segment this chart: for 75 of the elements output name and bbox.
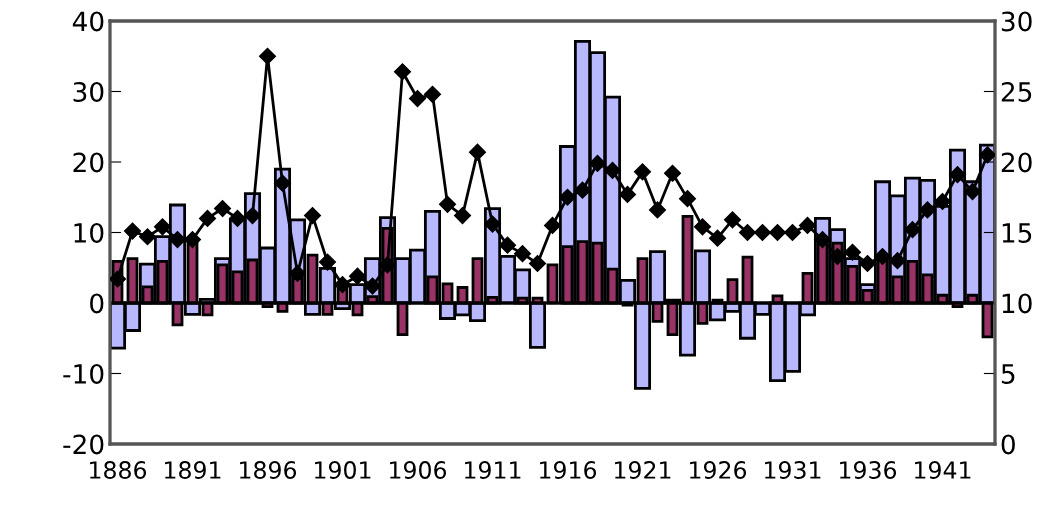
point bbox=[110, 270, 127, 288]
y2-tick-label: 0 bbox=[1001, 434, 1015, 455]
point bbox=[528, 254, 547, 273]
point bbox=[453, 207, 472, 225]
point bbox=[273, 174, 292, 192]
point bbox=[213, 199, 232, 218]
point bbox=[258, 47, 277, 65]
x-tick-label: 1891 bbox=[165, 461, 221, 479]
point bbox=[933, 192, 952, 211]
point bbox=[693, 218, 712, 236]
point bbox=[408, 89, 427, 108]
point bbox=[738, 223, 757, 242]
point bbox=[288, 264, 307, 282]
x-tick-label: 1911 bbox=[465, 461, 521, 479]
y-tick-label: 20 bbox=[73, 152, 104, 173]
point bbox=[498, 236, 517, 254]
point bbox=[333, 276, 352, 294]
point bbox=[813, 230, 832, 249]
x-tick-label: 1916 bbox=[540, 461, 597, 479]
point bbox=[723, 211, 742, 229]
point bbox=[648, 201, 667, 219]
y-tick-label: -20 bbox=[63, 434, 104, 455]
y2-tick-label: 10 bbox=[1002, 293, 1032, 314]
point bbox=[708, 229, 727, 247]
point bbox=[423, 85, 442, 103]
point bbox=[768, 223, 787, 242]
x-tick-label: 1886 bbox=[90, 461, 147, 479]
point bbox=[588, 154, 607, 172]
y-tick-label: 0 bbox=[90, 293, 104, 314]
point bbox=[978, 146, 995, 164]
point bbox=[963, 183, 982, 201]
x-tick-label: 1941 bbox=[915, 461, 971, 479]
y-tick-label: 30 bbox=[73, 81, 104, 102]
point bbox=[153, 218, 172, 236]
x-tick-label: 1936 bbox=[840, 461, 897, 479]
point bbox=[618, 185, 637, 203]
point bbox=[468, 143, 487, 161]
point bbox=[603, 161, 622, 180]
x-tick-label: 1921 bbox=[615, 461, 671, 479]
point bbox=[573, 181, 592, 199]
y2-tick-label: 15 bbox=[1002, 223, 1032, 243]
point bbox=[483, 215, 502, 233]
point bbox=[393, 63, 412, 81]
point bbox=[798, 216, 817, 235]
point bbox=[558, 188, 577, 206]
y-tick-label: 10 bbox=[74, 222, 104, 243]
point bbox=[873, 247, 892, 266]
y2-tick-label: 5 bbox=[1001, 364, 1015, 384]
point bbox=[948, 166, 967, 184]
point bbox=[348, 267, 367, 285]
point bbox=[198, 209, 217, 227]
x-tick-label: 1901 bbox=[315, 461, 371, 479]
point bbox=[303, 207, 322, 225]
point bbox=[243, 207, 262, 225]
point bbox=[543, 216, 562, 235]
x-tick-label: 1896 bbox=[240, 461, 297, 479]
point bbox=[783, 223, 802, 242]
point bbox=[678, 190, 697, 208]
point bbox=[318, 253, 337, 271]
point bbox=[138, 228, 157, 246]
point bbox=[513, 245, 532, 263]
x-tick-label: 1931 bbox=[765, 461, 821, 479]
point bbox=[663, 164, 682, 182]
point bbox=[903, 221, 922, 239]
y-tick-label: 40 bbox=[72, 11, 104, 32]
y2-tick-label: 30 bbox=[1001, 11, 1032, 32]
point bbox=[123, 222, 142, 240]
y-tick-label: -10 bbox=[63, 363, 104, 384]
point bbox=[633, 163, 652, 181]
y2-tick-label: 25 bbox=[1001, 81, 1032, 102]
point bbox=[438, 195, 457, 213]
x-tick-label: 1906 bbox=[390, 461, 447, 479]
x-tick-label: 1926 bbox=[690, 461, 747, 479]
y2-tick-label: 20 bbox=[1001, 152, 1032, 173]
point bbox=[753, 223, 772, 242]
